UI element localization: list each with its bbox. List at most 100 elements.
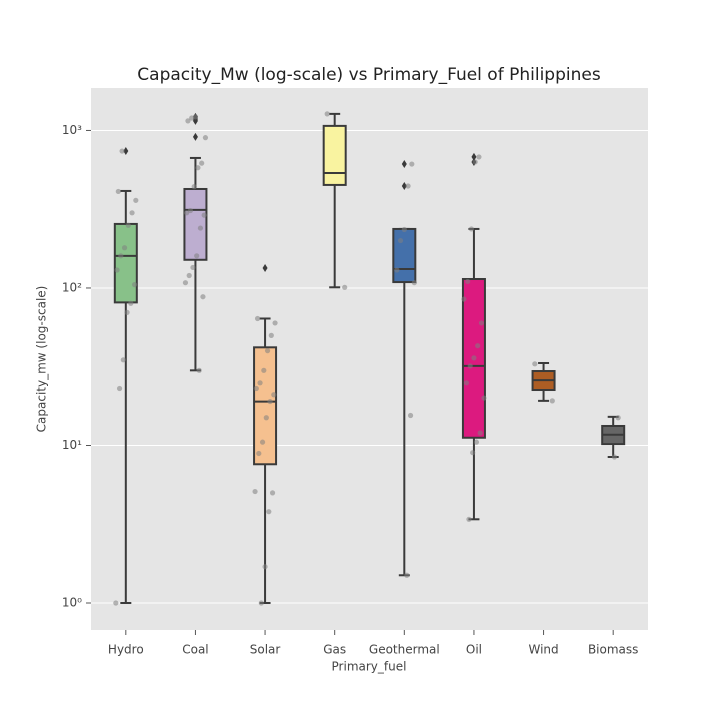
outlier: [192, 132, 198, 141]
strip-point: [466, 516, 472, 522]
strip-point: [184, 210, 190, 216]
y-tick-label: 10³: [62, 123, 82, 137]
strip-point: [264, 348, 271, 354]
strip-point: [191, 184, 197, 190]
x-tick-label: Wind: [528, 643, 558, 657]
strip-point: [202, 135, 209, 141]
box: [322, 124, 347, 186]
strip-point: [254, 315, 261, 322]
strip-point: [266, 509, 272, 515]
strip-point: [128, 300, 134, 306]
y-tick-label: 10¹: [62, 438, 82, 452]
strip-point: [477, 430, 483, 436]
strip-point: [194, 253, 200, 259]
strip-point: [253, 385, 259, 392]
strip-point: [478, 320, 485, 326]
outlier: [262, 263, 268, 272]
strip-point: [114, 267, 120, 273]
strip-point: [342, 284, 348, 290]
strip-point: [201, 212, 207, 218]
strip-point: [118, 253, 124, 259]
strip-point: [199, 160, 205, 166]
strip-point: [269, 490, 276, 496]
strip-point: [475, 343, 481, 349]
strip-point: [129, 210, 135, 216]
strip-point: [468, 226, 475, 232]
strip-point: [611, 454, 618, 460]
y-tick-label: 10⁰: [62, 596, 82, 610]
x-tick-label: Hydro: [108, 643, 144, 657]
strip-point: [473, 439, 480, 445]
strip-point: [252, 488, 258, 495]
strip-point: [476, 154, 482, 160]
x-tick-label: Oil: [466, 643, 482, 657]
strip-point: [119, 148, 125, 154]
x-tick-label: Coal: [182, 643, 208, 657]
outlier: [471, 152, 477, 161]
strip-point: [467, 363, 473, 369]
x-tick-label: Gas: [323, 643, 346, 657]
strip-point: [256, 450, 262, 457]
strip-point: [401, 226, 407, 233]
strip-point: [185, 118, 191, 124]
strip-point: [394, 267, 400, 273]
strip-point: [116, 385, 123, 392]
chart-title: Capacity_Mw (log-scale) vs Primary_Fuel …: [137, 65, 601, 85]
strip-point: [404, 572, 410, 578]
strip-point: [405, 183, 411, 189]
strip-point: [549, 398, 555, 404]
strip-point: [257, 380, 263, 386]
strip-point: [615, 415, 621, 421]
strip-point: [409, 161, 415, 167]
strip-point: [113, 600, 119, 606]
strip-point: [182, 280, 189, 286]
box: [392, 227, 417, 284]
strip-point: [481, 395, 487, 401]
strip-point: [115, 188, 121, 195]
strip-point: [271, 392, 277, 398]
strip-point: [200, 294, 206, 300]
strip-point: [261, 367, 267, 373]
strip-point: [133, 197, 139, 203]
strip-point: [397, 237, 404, 244]
outlier: [401, 160, 407, 169]
strip-point: [196, 367, 202, 373]
strip-point: [124, 309, 130, 315]
strip-point: [461, 296, 467, 302]
box: [113, 222, 138, 304]
box: [183, 187, 208, 261]
outlier: [401, 181, 407, 190]
strip-point: [186, 272, 192, 279]
x-tick-label: Geothermal: [369, 643, 440, 657]
x-tick-label: Biomass: [588, 643, 638, 657]
y-tick-label: 10²: [62, 280, 82, 294]
strip-point: [190, 264, 196, 271]
strip-point: [187, 207, 194, 214]
strip-point: [262, 564, 268, 570]
x-axis-label: Primary_fuel: [332, 660, 407, 674]
strip-point: [407, 412, 414, 419]
strip-point: [411, 280, 417, 286]
strip-point: [268, 332, 274, 338]
strip-point: [195, 165, 201, 171]
strip-point: [465, 278, 471, 285]
strip-point: [197, 225, 204, 231]
strip-point: [258, 600, 264, 606]
strip-point: [267, 398, 273, 405]
outlier: [123, 147, 129, 156]
box: [253, 346, 278, 466]
x-tick-label: Solar: [250, 643, 281, 657]
strip-point: [532, 361, 538, 367]
strip-point: [470, 450, 476, 456]
strip-point: [471, 355, 477, 361]
strip-point: [125, 222, 131, 228]
strip-point: [272, 320, 278, 326]
strip-point: [463, 380, 470, 386]
strip-point: [131, 282, 138, 288]
strip-point: [120, 357, 126, 363]
y-axis-label: Capacity_mw (log-scale): [35, 286, 49, 433]
strip-point: [192, 114, 199, 120]
strip-point: [324, 111, 330, 117]
